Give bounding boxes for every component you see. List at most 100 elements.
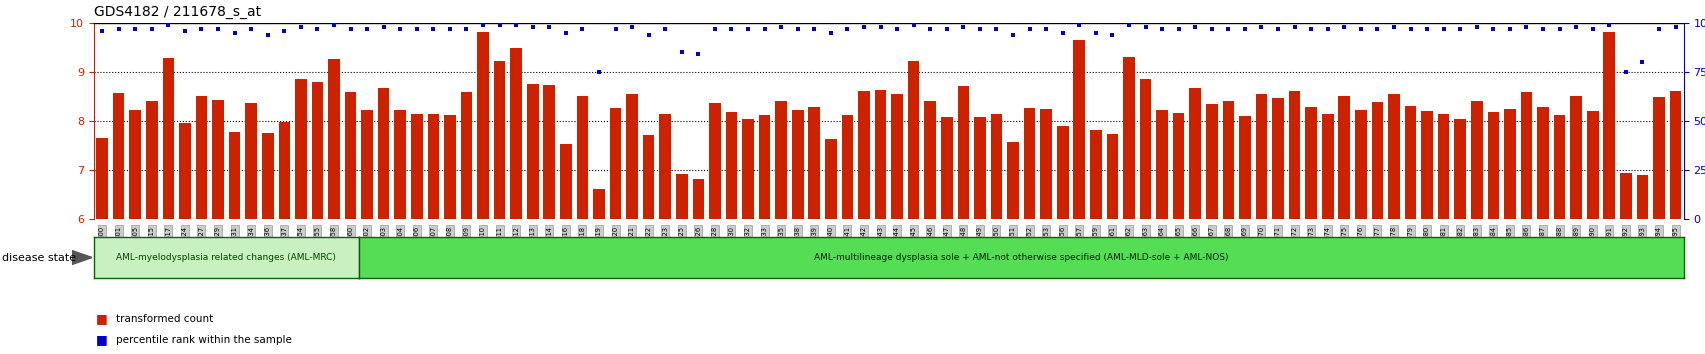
- Point: [1429, 26, 1456, 32]
- Bar: [660, 114, 670, 219]
- Bar: [1122, 57, 1134, 219]
- Bar: [907, 61, 919, 219]
- Bar: [460, 92, 472, 219]
- Point: [634, 32, 662, 38]
- Point: [701, 26, 728, 32]
- Point: [503, 22, 530, 28]
- Bar: [1403, 105, 1415, 219]
- Point: [452, 26, 479, 32]
- Point: [1197, 26, 1224, 32]
- Bar: [295, 79, 307, 219]
- Point: [138, 26, 165, 32]
- Bar: [1304, 107, 1316, 219]
- Bar: [344, 92, 356, 219]
- Bar: [278, 122, 290, 219]
- Point: [817, 30, 844, 36]
- Bar: [1371, 102, 1383, 219]
- Point: [1495, 26, 1523, 32]
- Point: [121, 26, 148, 32]
- Bar: [1437, 114, 1449, 219]
- Point: [767, 24, 795, 30]
- Bar: [179, 123, 191, 219]
- Bar: [312, 82, 322, 219]
- Point: [733, 26, 760, 32]
- Bar: [361, 110, 373, 219]
- Point: [1182, 24, 1209, 30]
- Bar: [1487, 113, 1499, 219]
- Point: [205, 26, 232, 32]
- Point: [1313, 26, 1340, 32]
- Point: [883, 26, 910, 32]
- Point: [1130, 24, 1158, 30]
- Point: [866, 24, 893, 30]
- Bar: [1536, 107, 1548, 219]
- Bar: [1023, 108, 1035, 219]
- Bar: [1139, 80, 1151, 219]
- Point: [222, 30, 249, 36]
- Bar: [95, 138, 107, 219]
- Bar: [113, 93, 124, 219]
- Point: [1263, 26, 1291, 32]
- Bar: [576, 96, 588, 219]
- Bar: [211, 100, 223, 219]
- Point: [1396, 26, 1424, 32]
- Point: [1016, 26, 1043, 32]
- Point: [469, 22, 496, 28]
- Point: [321, 22, 348, 28]
- Point: [1098, 32, 1125, 38]
- Bar: [1238, 116, 1250, 219]
- Text: transformed count: transformed count: [116, 314, 213, 324]
- Point: [1512, 24, 1540, 30]
- Bar: [626, 94, 638, 219]
- Bar: [1072, 40, 1084, 219]
- Point: [1347, 26, 1374, 32]
- Point: [916, 26, 943, 32]
- Point: [800, 26, 827, 32]
- Point: [1049, 30, 1076, 36]
- Bar: [1040, 109, 1052, 219]
- Point: [1579, 26, 1606, 32]
- Bar: [228, 132, 240, 219]
- Point: [419, 26, 447, 32]
- Bar: [759, 115, 771, 219]
- Point: [1066, 22, 1093, 28]
- Point: [237, 26, 264, 32]
- Bar: [1553, 115, 1565, 219]
- Point: [387, 26, 414, 32]
- Bar: [774, 101, 786, 219]
- Bar: [1569, 96, 1581, 219]
- Bar: [1156, 110, 1168, 219]
- Point: [402, 26, 430, 32]
- Bar: [808, 107, 820, 219]
- Point: [1661, 24, 1688, 30]
- Text: ■: ■: [95, 333, 107, 346]
- Point: [965, 26, 992, 32]
- Point: [668, 50, 696, 55]
- Bar: [377, 88, 389, 219]
- Bar: [1652, 97, 1664, 219]
- Bar: [1272, 98, 1284, 219]
- Point: [1165, 26, 1192, 32]
- Bar: [130, 110, 142, 219]
- Point: [518, 24, 546, 30]
- Point: [718, 26, 745, 32]
- Bar: [858, 91, 870, 219]
- Point: [1147, 26, 1175, 32]
- Bar: [941, 117, 951, 219]
- Point: [1330, 24, 1357, 30]
- Point: [1594, 22, 1621, 28]
- Point: [353, 26, 380, 32]
- Bar: [1255, 94, 1267, 219]
- Bar: [1171, 113, 1183, 219]
- Point: [1362, 26, 1390, 32]
- Bar: [1635, 175, 1647, 219]
- Bar: [327, 59, 339, 219]
- Bar: [263, 132, 273, 219]
- Point: [1528, 26, 1555, 32]
- Point: [303, 26, 331, 32]
- Polygon shape: [72, 251, 92, 265]
- Point: [849, 24, 876, 30]
- Bar: [1470, 101, 1482, 219]
- Bar: [411, 114, 423, 219]
- Bar: [1454, 119, 1465, 219]
